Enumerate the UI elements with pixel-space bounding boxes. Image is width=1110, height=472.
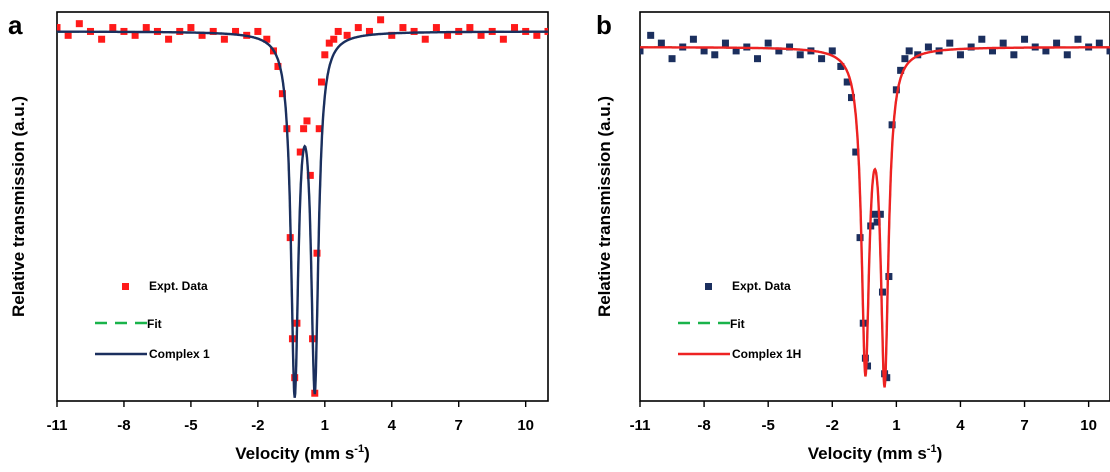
data-point xyxy=(797,51,804,58)
data-point xyxy=(765,40,772,47)
x-tick-label: -11 xyxy=(630,417,651,434)
legend: Expt. Data Fit Complex 1 xyxy=(95,279,210,361)
data-point xyxy=(901,55,908,62)
data-point xyxy=(946,40,953,47)
x-axis-title: Velocity (mm s-1) xyxy=(235,443,370,463)
legend-label-fit: Fit xyxy=(147,317,162,331)
data-point xyxy=(925,44,932,51)
data-point xyxy=(754,55,761,62)
x-tick-label: -2 xyxy=(826,417,839,434)
data-point xyxy=(669,55,676,62)
x-tick-label: 7 xyxy=(1020,417,1028,434)
data-point xyxy=(818,55,825,62)
data-point xyxy=(433,24,440,31)
data-point xyxy=(335,28,342,35)
data-point xyxy=(511,24,518,31)
y-axis-title: Relative transmission (a.u.) xyxy=(9,96,28,317)
data-point xyxy=(76,20,83,27)
y-axis-title: Relative transmission (a.u.) xyxy=(595,96,614,317)
legend-marker-data xyxy=(705,283,712,290)
data-point xyxy=(690,36,697,43)
data-point xyxy=(318,79,325,86)
data-point xyxy=(422,36,429,43)
legend-label-data: Expt. Data xyxy=(149,279,208,293)
x-tick-label: 4 xyxy=(388,417,397,434)
plot-frame xyxy=(57,12,548,401)
data-point xyxy=(377,16,384,23)
x-tick-label: 1 xyxy=(321,417,329,434)
data-point xyxy=(399,24,406,31)
x-tick-label: 7 xyxy=(455,417,463,434)
data-point xyxy=(829,47,836,54)
data-point xyxy=(500,36,507,43)
x-tick-label: 4 xyxy=(956,417,965,434)
data-point xyxy=(321,51,328,58)
x-axis-title-close: ) xyxy=(364,444,370,463)
data-point xyxy=(1064,51,1071,58)
data-point xyxy=(1074,36,1081,43)
x-tick-label: 10 xyxy=(517,417,534,434)
panel-b-letter: b xyxy=(596,10,612,40)
data-point xyxy=(300,125,307,132)
model-line xyxy=(57,32,548,398)
plot-frame xyxy=(640,12,1110,401)
data-point xyxy=(906,47,913,54)
data-point xyxy=(722,40,729,47)
data-point xyxy=(711,51,718,58)
x-tick-label: 10 xyxy=(1080,417,1097,434)
data-point xyxy=(1010,51,1017,58)
x-tick-label: -5 xyxy=(762,417,775,434)
legend-marker-data xyxy=(122,283,129,290)
legend-label-model: Complex 1H xyxy=(732,347,801,361)
data-point xyxy=(978,36,985,43)
x-tick-label: -2 xyxy=(251,417,264,434)
x-tick-label: 1 xyxy=(892,417,900,434)
x-axis-title: Velocity (mm s-1) xyxy=(808,443,943,463)
x-axis-title-close: ) xyxy=(937,444,943,463)
panel-b: b -11 -8 -5 -2 1 4 7 10 Velocity (mm s-1) Relativ… xyxy=(595,10,1110,463)
fit-line xyxy=(57,32,548,398)
panel-a-letter: a xyxy=(8,10,23,40)
x-axis-title-main: Velocity (mm s xyxy=(808,444,927,463)
x-tick-label: -8 xyxy=(117,417,130,434)
legend-label-fit: Fit xyxy=(730,317,745,331)
x-tick-label: -8 xyxy=(697,417,710,434)
data-point xyxy=(165,36,172,43)
data-point xyxy=(658,40,665,47)
data-point xyxy=(1021,36,1028,43)
plot-area xyxy=(637,32,1110,388)
legend: Expt. Data Fit Complex 1H xyxy=(678,279,801,361)
data-point xyxy=(187,24,194,31)
data-point xyxy=(466,24,473,31)
data-point xyxy=(957,51,964,58)
data-point xyxy=(254,28,261,35)
legend-label-data: Expt. Data xyxy=(732,279,791,293)
x-axis-title-sup: -1 xyxy=(927,443,937,455)
x-tick-label: -11 xyxy=(47,417,68,434)
data-point xyxy=(1096,40,1103,47)
data-point xyxy=(355,24,362,31)
data-point xyxy=(1053,40,1060,47)
data-point xyxy=(109,24,116,31)
data-point xyxy=(647,32,654,39)
plot-area xyxy=(54,16,552,398)
x-axis-title-main: Velocity (mm s xyxy=(235,444,354,463)
panel-a: a -11 -8 -5 -2 1 4 7 10 Velocity (mm s-1) Relativ… xyxy=(8,10,552,463)
data-point xyxy=(330,36,337,43)
legend-label-model: Complex 1 xyxy=(149,347,210,361)
data-point xyxy=(344,32,351,39)
x-tick-label: -5 xyxy=(184,417,197,434)
data-point xyxy=(54,24,61,31)
data-point xyxy=(221,36,228,43)
data-point xyxy=(98,36,105,43)
data-point xyxy=(303,117,310,124)
data-point xyxy=(1000,40,1007,47)
data-point xyxy=(143,24,150,31)
x-axis-title-sup: -1 xyxy=(354,443,364,455)
